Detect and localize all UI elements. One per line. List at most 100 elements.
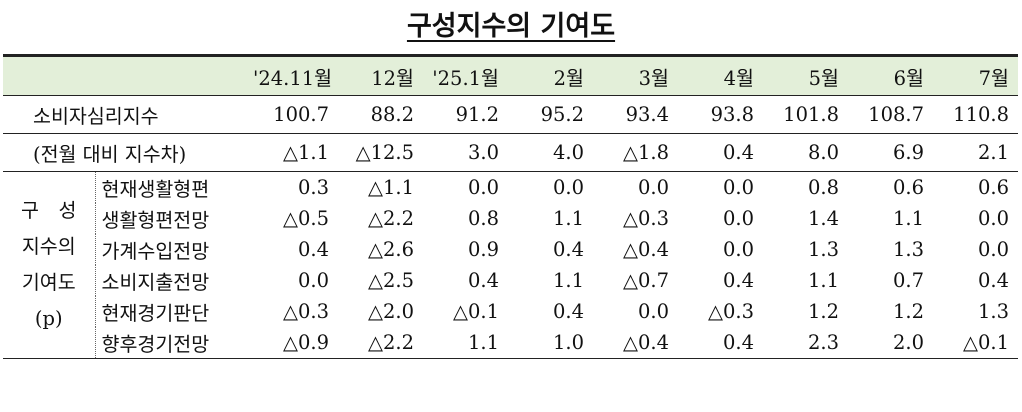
- cell: △0.9: [253, 327, 338, 359]
- cell: 4.0: [508, 133, 593, 172]
- cell: 1.1: [892, 207, 924, 230]
- cell: 1.4: [807, 207, 839, 230]
- header-cell: 7월: [933, 54, 1018, 96]
- row: 소비지출전망 0.0 △2.5 0.4 1.1 △0.7 0.4 1.1 0.7 0.4: [3, 265, 1018, 296]
- title-wrap: 구성지수의 기여도: [0, 4, 1022, 43]
- cell: △1.1: [367, 176, 414, 199]
- row-label: 현재경기판단: [94, 296, 253, 327]
- cell: 1.3: [807, 238, 839, 261]
- cell: 0.6: [977, 176, 1009, 199]
- cell: 3.0: [423, 133, 508, 172]
- row-label: (전월 대비 지수차): [3, 133, 253, 172]
- group-label: 구 성 지수의 기여도 (p): [3, 171, 95, 359]
- cell: 0.0: [552, 176, 584, 199]
- cell: △0.3: [622, 207, 669, 230]
- row: 가계수입전망 0.4 △2.6 0.9 0.4 △0.4 0.0 1.3 1.3 0.0: [3, 234, 1018, 265]
- cell: △0.4: [622, 238, 669, 261]
- table-body: '24.11월 12월 '25.1월 2월 3월 4월 5월 6월 7월 소비자심리지수 100.7…: [3, 54, 1018, 359]
- cell: 1.1: [552, 207, 584, 230]
- cell: △1.8: [593, 133, 678, 172]
- cell: 0.4: [678, 133, 763, 172]
- cell: 88.2: [338, 95, 423, 134]
- cell: 0.7: [892, 269, 924, 292]
- group-label-line: 지수의: [21, 235, 76, 258]
- cell: 100.7: [253, 95, 338, 134]
- cell: 1.2: [892, 300, 924, 323]
- cell: 0.8: [467, 207, 499, 230]
- header-cell: 5월: [763, 54, 848, 96]
- row-label: 생활형편전망: [94, 203, 253, 234]
- cell: 1.2: [807, 300, 839, 323]
- cell: 2.3: [763, 327, 848, 359]
- title: 구성지수의 기여도: [406, 11, 616, 42]
- header-cell: '24.11월: [253, 54, 338, 96]
- cell: 0.0: [977, 207, 1009, 230]
- cell: 101.8: [763, 95, 848, 134]
- contribution-table: '24.11월 12월 '25.1월 2월 3월 4월 5월 6월 7월 소비자심리지수 100.7…: [3, 54, 1018, 359]
- cell: 0.4: [297, 238, 329, 261]
- cell: 0.0: [467, 176, 499, 199]
- cell: 0.0: [977, 238, 1009, 261]
- cell: △12.5: [338, 133, 423, 172]
- cell: 1.0: [508, 327, 593, 359]
- cell: △0.1: [933, 327, 1018, 359]
- header-cell: '25.1월: [423, 54, 508, 96]
- cell: 1.3: [977, 300, 1009, 323]
- cell: 2.0: [848, 327, 933, 359]
- cell: 0.0: [722, 207, 754, 230]
- header-cell: 12월: [338, 54, 423, 96]
- row-label: 향후경기전망: [94, 327, 253, 359]
- cell: 93.4: [593, 95, 678, 134]
- header-cell: 3월: [593, 54, 678, 96]
- cell: △0.5: [282, 207, 329, 230]
- cell: △0.4: [593, 327, 678, 359]
- row: 소비자심리지수 100.7 88.2 91.2 95.2 93.4 93.8 101.8 108…: [3, 95, 1018, 134]
- cell: △2.2: [338, 327, 423, 359]
- cell: △1.1: [253, 133, 338, 172]
- cell: 0.0: [637, 300, 669, 323]
- cell: 8.0: [763, 133, 848, 172]
- cell: 0.0: [722, 238, 754, 261]
- row: 향후경기전망 △0.9 △2.2 1.1 1.0 △0.4 0.4 2.3 2.0 △0.1: [3, 327, 1018, 359]
- row-label: 현재생활형편: [94, 171, 253, 203]
- cell: 91.2: [423, 95, 508, 134]
- cell: △0.3: [707, 300, 754, 323]
- cell: 2.1: [933, 133, 1018, 172]
- group-label-line: 기여도: [21, 271, 76, 294]
- cell: △2.2: [367, 207, 414, 230]
- cell: 0.8: [807, 176, 839, 199]
- cell: 0.6: [892, 176, 924, 199]
- row: (전월 대비 지수차) △1.1 △12.5 3.0 4.0 △1.8 0.4 8.0 6.9 2…: [3, 133, 1018, 172]
- cell: △0.3: [282, 300, 329, 323]
- cell: 6.9: [848, 133, 933, 172]
- cell: 0.4: [552, 300, 584, 323]
- cell: 110.8: [933, 95, 1018, 134]
- header-cell: 2월: [508, 54, 593, 96]
- cell: 1.1: [552, 269, 584, 292]
- row-label: 가계수입전망: [94, 234, 253, 265]
- cell: 1.1: [807, 269, 839, 292]
- cell: 0.4: [977, 269, 1009, 292]
- cell: 1.1: [423, 327, 508, 359]
- row-label: 소비자심리지수: [3, 95, 253, 134]
- row: 현재경기판단 △0.3 △2.0 △0.1 0.4 0.0 △0.3 1.2 1.2 1.3: [3, 296, 1018, 327]
- row: 구 성 지수의 기여도 (p) 현재생활형편 0.3 △1.1 0.0 0.0 0.0 0.0 0.8…: [3, 171, 1018, 359]
- row-label: 소비지출전망: [94, 265, 253, 296]
- cell: 0.0: [297, 269, 329, 292]
- group-label-line: (p): [34, 307, 63, 330]
- cell: △2.6: [367, 238, 414, 261]
- cell: 0.0: [722, 176, 754, 199]
- cell: 0.4: [467, 269, 499, 292]
- cell: 0.4: [722, 269, 754, 292]
- cell: △0.1: [452, 300, 499, 323]
- cell: △2.0: [367, 300, 414, 323]
- row: 생활형편전망 △0.5 △2.2 0.8 1.1 △0.3 0.0 1.4 1.1 0.0: [3, 203, 1018, 234]
- cell: 95.2: [508, 95, 593, 134]
- cell: 0.0: [637, 176, 669, 199]
- cell: 0.9: [467, 238, 499, 261]
- cell: 1.3: [892, 238, 924, 261]
- cell: △2.5: [367, 269, 414, 292]
- header-cell: 4월: [678, 54, 763, 96]
- cell: 0.4: [678, 327, 763, 359]
